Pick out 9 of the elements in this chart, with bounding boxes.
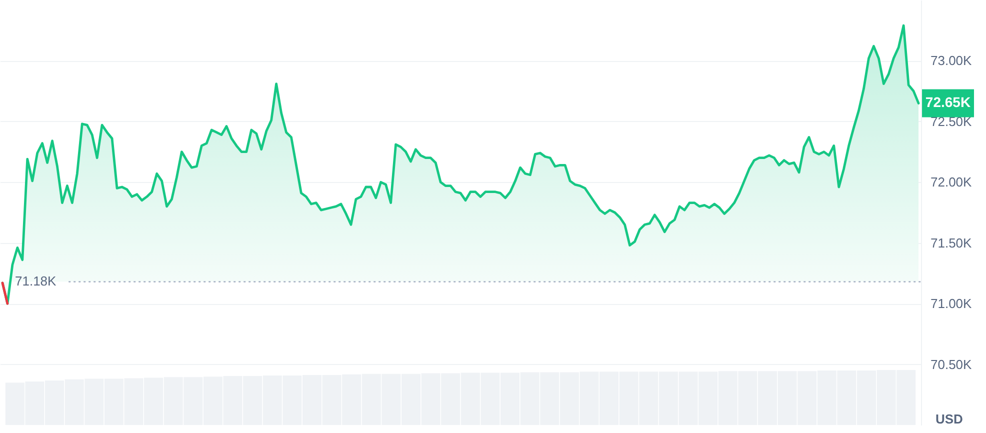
- y-axis-title: USD: [936, 412, 963, 426]
- y-tick-label: 72.50K: [930, 114, 972, 129]
- text: 72.65K: [925, 94, 971, 110]
- y-tick-label: 72.00K: [930, 174, 972, 190]
- ref-line-label: 71.18K: [15, 274, 57, 289]
- y-tick-label: 71.00K: [930, 296, 972, 312]
- y-tick-label: 70.50K: [930, 356, 972, 372]
- y-tick-label: 71.50K: [930, 235, 972, 250]
- y-tick-label: 73.00K: [930, 53, 972, 68]
